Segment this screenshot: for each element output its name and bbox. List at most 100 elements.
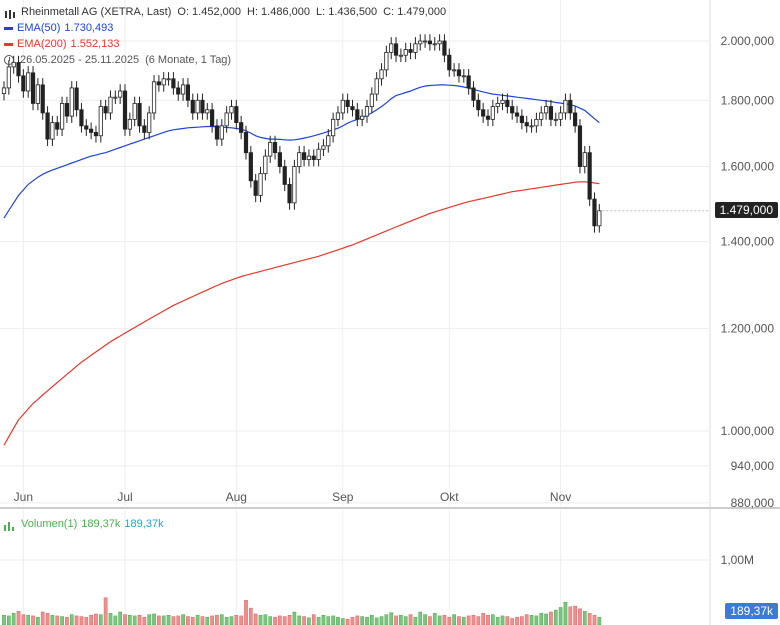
candle-body <box>389 43 394 53</box>
candle-body <box>306 155 312 160</box>
legend-ema200[interactable]: EMA(200) 1.552,133 <box>4 36 125 52</box>
candle-body <box>364 106 370 117</box>
candle-body <box>287 184 292 204</box>
volume-bar <box>524 614 529 625</box>
volume-bar <box>399 615 403 625</box>
candle-body <box>190 99 195 114</box>
volume-label: Volumen(1) <box>21 518 78 530</box>
volume-bar <box>123 614 127 625</box>
candle-body <box>16 62 21 77</box>
volume-bar <box>234 615 239 625</box>
candle-body <box>161 78 166 86</box>
candle-body <box>485 115 491 120</box>
volume-bar <box>510 618 515 625</box>
candle-body <box>471 87 476 101</box>
volume-bar <box>45 613 50 625</box>
candle-body <box>84 125 89 130</box>
volume-bar <box>437 615 442 625</box>
candle-body <box>118 90 123 98</box>
volume-bar <box>142 616 147 625</box>
candle-body <box>360 115 365 120</box>
candle-body <box>553 118 558 121</box>
legend-ema50[interactable]: EMA(50) 1.730,493 <box>4 20 119 36</box>
candle-body <box>263 155 268 175</box>
ema200-label: EMA(200) <box>17 38 67 50</box>
volume-bar <box>60 616 64 625</box>
volume-bar <box>132 615 137 625</box>
volume-bar <box>500 615 505 625</box>
x-tick-label: Jul <box>117 490 132 504</box>
volume-bar <box>224 616 229 625</box>
volume-bars-icon <box>4 520 15 531</box>
volume-bar <box>466 615 471 625</box>
volume-bar <box>369 615 374 625</box>
volume-bar <box>190 616 195 625</box>
candle-body <box>384 51 389 71</box>
candle-body <box>476 99 481 111</box>
volume-bar <box>268 616 273 625</box>
candle-body <box>514 112 520 117</box>
volume-bar <box>215 615 219 625</box>
volume-bar <box>55 615 60 625</box>
candle-body <box>297 152 302 167</box>
volume-bar <box>558 607 563 625</box>
candle-body <box>587 152 592 200</box>
candle-body <box>272 142 278 154</box>
candle-body <box>548 106 554 120</box>
candle-body <box>418 40 423 45</box>
candle-body <box>316 148 321 160</box>
candle-body <box>563 99 568 114</box>
candle-body <box>268 142 273 157</box>
volume-bar <box>587 613 592 625</box>
volume-bar <box>539 613 544 625</box>
volume-bar <box>171 616 176 625</box>
candle-body <box>45 112 50 140</box>
candle-body <box>55 122 60 130</box>
volume-bar <box>248 607 253 625</box>
volume-bar <box>490 614 495 625</box>
y-tick-label: 2.000,000 <box>721 34 775 48</box>
candle-body <box>98 106 103 137</box>
candle-body <box>195 99 200 114</box>
volume-bar <box>505 616 510 625</box>
y-tick-label: 1.800,000 <box>721 93 775 107</box>
candle-body <box>258 173 263 196</box>
volume-bar <box>384 614 389 625</box>
legend-volume[interactable]: Volumen(1) 189,37k 189,37k <box>4 516 170 532</box>
volume-bar <box>219 614 224 625</box>
candle-body <box>113 96 118 99</box>
candle-body <box>452 69 457 72</box>
candle-body <box>74 87 79 111</box>
volume-bar <box>69 614 74 625</box>
candle-body <box>326 135 331 147</box>
candle-body <box>180 84 186 95</box>
x-tick-label: Aug <box>226 490 247 504</box>
candle-body <box>447 54 452 71</box>
candle-body <box>577 125 583 167</box>
ema50-line <box>3 84 600 219</box>
volume-bar <box>36 616 40 625</box>
volume-bar <box>84 616 89 625</box>
ema200-swatch-icon <box>4 42 13 46</box>
candlestick-icon <box>4 8 15 19</box>
candle-body <box>137 103 142 127</box>
candle-body <box>413 43 418 53</box>
candle-body <box>335 112 341 120</box>
candle-body <box>432 43 437 46</box>
candle-body <box>495 103 500 107</box>
candle-body <box>214 125 220 140</box>
candle-body <box>374 78 379 95</box>
volume-bar <box>161 615 166 625</box>
candle-body <box>282 166 287 185</box>
volume-bar <box>118 611 123 625</box>
volume-bar <box>534 615 539 625</box>
legend-ohlc: Rheinmetall AG (XETRA, Last) O: 1.452,000… <box>4 4 452 20</box>
candle-body <box>301 152 307 160</box>
candle-body <box>248 152 253 182</box>
volume-bar <box>374 617 379 625</box>
x-tick-label: Nov <box>550 490 571 504</box>
volume-bar <box>413 616 418 625</box>
candle-body <box>147 112 152 133</box>
volume-bar <box>326 616 331 625</box>
